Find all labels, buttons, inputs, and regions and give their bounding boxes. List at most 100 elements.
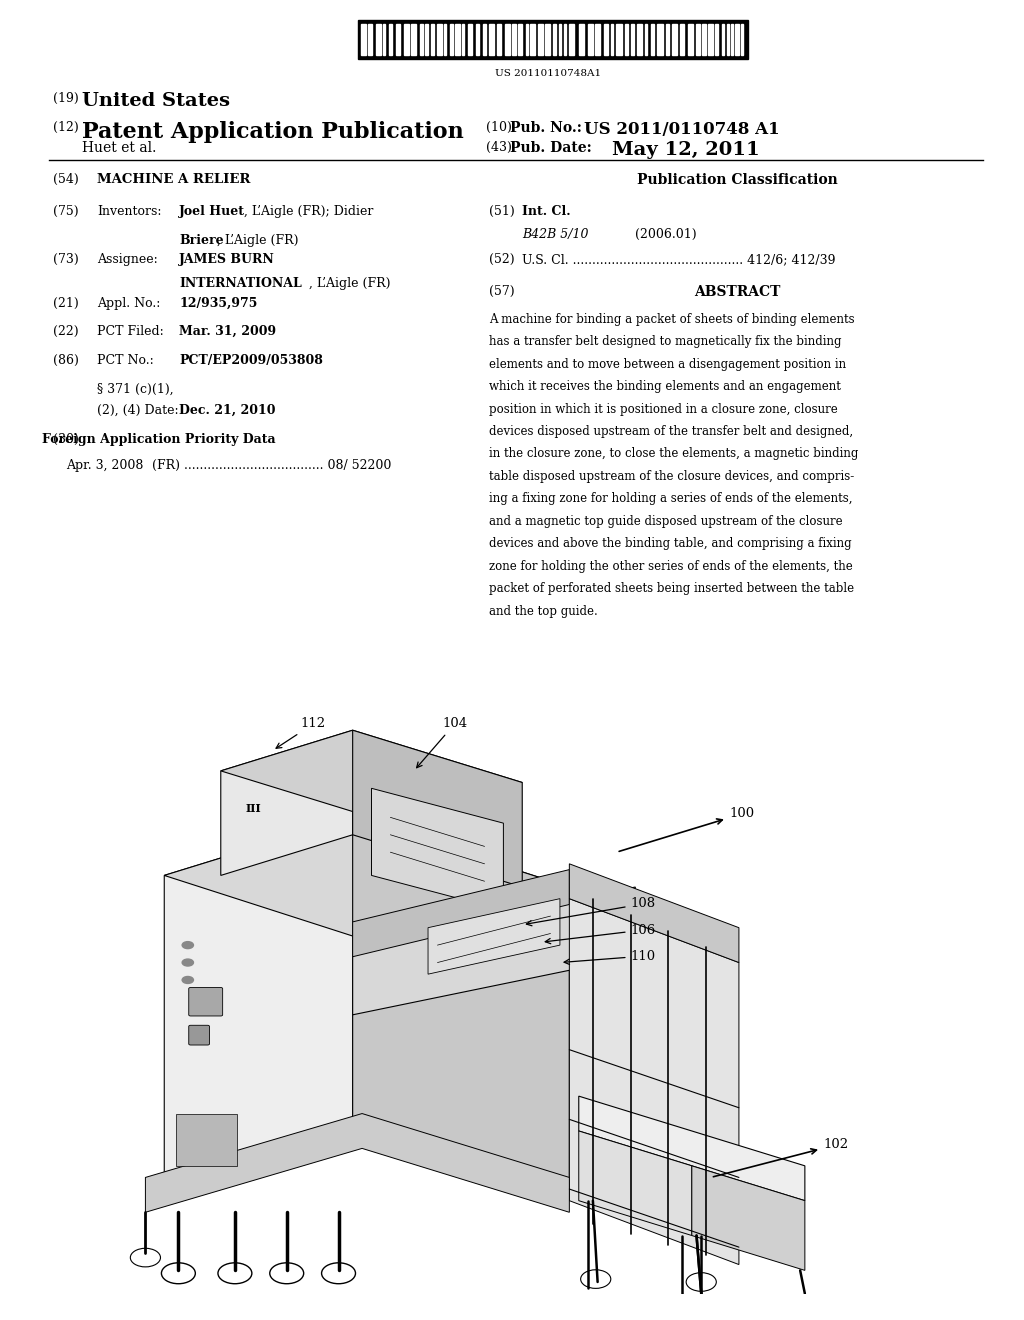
Text: and the top guide.: and the top guide. bbox=[489, 605, 598, 618]
Text: zone for holding the other series of ends of the elements, the: zone for holding the other series of end… bbox=[489, 560, 853, 573]
Text: INTERNATIONAL: INTERNATIONAL bbox=[179, 277, 302, 290]
Text: Assignee:: Assignee: bbox=[97, 253, 158, 267]
Bar bbox=[604, 24, 608, 55]
Text: United States: United States bbox=[82, 92, 230, 111]
Bar bbox=[657, 24, 663, 55]
Bar bbox=[559, 24, 561, 55]
Text: packet of perforated sheets being inserted between the table: packet of perforated sheets being insert… bbox=[489, 582, 855, 595]
Text: (54): (54) bbox=[53, 173, 79, 186]
Bar bbox=[631, 24, 634, 55]
Text: US 2011/0110748 A1: US 2011/0110748 A1 bbox=[584, 121, 779, 139]
Text: table disposed upstream of the closure devices, and compris-: table disposed upstream of the closure d… bbox=[489, 470, 855, 483]
Bar bbox=[702, 24, 706, 55]
Text: Patent Application Publication: Patent Application Publication bbox=[82, 121, 464, 144]
Polygon shape bbox=[692, 1166, 805, 1270]
Bar bbox=[450, 24, 453, 55]
Text: A machine for binding a packet of sheets of binding elements: A machine for binding a packet of sheets… bbox=[489, 313, 855, 326]
Bar bbox=[468, 24, 472, 55]
Text: 112: 112 bbox=[276, 717, 326, 748]
Text: Inventors:: Inventors: bbox=[97, 205, 162, 218]
Text: Mar. 31, 2009: Mar. 31, 2009 bbox=[179, 325, 276, 338]
Bar bbox=[741, 24, 743, 55]
Text: § 371 (c)(1),: § 371 (c)(1), bbox=[97, 383, 174, 396]
Bar bbox=[696, 24, 700, 55]
Text: (30): (30) bbox=[53, 433, 79, 446]
Bar bbox=[462, 24, 464, 55]
Bar bbox=[361, 24, 366, 55]
Bar bbox=[564, 24, 566, 55]
Bar bbox=[420, 24, 423, 55]
Bar bbox=[396, 24, 400, 55]
Text: U.S. Cl. ............................................ 412/6; 412/39: U.S. Cl. ...............................… bbox=[522, 253, 836, 267]
Text: 104: 104 bbox=[417, 717, 467, 768]
Polygon shape bbox=[164, 817, 352, 1189]
Bar bbox=[625, 24, 628, 55]
Bar bbox=[731, 24, 733, 55]
Bar bbox=[666, 24, 669, 55]
Bar bbox=[518, 24, 522, 55]
Bar bbox=[368, 24, 372, 55]
Bar bbox=[175, 1114, 237, 1166]
Bar bbox=[651, 24, 654, 55]
Bar bbox=[588, 24, 593, 55]
Bar bbox=[489, 24, 494, 55]
Text: Dec. 21, 2010: Dec. 21, 2010 bbox=[179, 404, 275, 417]
Circle shape bbox=[182, 960, 194, 966]
Text: JAMES BURN: JAMES BURN bbox=[179, 253, 275, 267]
Text: devices disposed upstream of the transfer belt and designed,: devices disposed upstream of the transfe… bbox=[489, 425, 854, 438]
Bar bbox=[404, 24, 409, 55]
Bar bbox=[476, 24, 479, 55]
Text: (FR) .................................... 08/ 52200: (FR) ...................................… bbox=[152, 459, 391, 473]
Text: (51): (51) bbox=[489, 205, 515, 218]
Polygon shape bbox=[352, 887, 635, 1015]
Text: (2006.01): (2006.01) bbox=[635, 228, 696, 242]
Bar bbox=[680, 24, 684, 55]
Bar bbox=[389, 24, 392, 55]
Bar bbox=[538, 24, 543, 55]
Text: ing a fixing zone for holding a series of ends of the elements,: ing a fixing zone for holding a series o… bbox=[489, 492, 853, 506]
Text: (10): (10) bbox=[486, 121, 512, 135]
Text: elements and to move between a disengagement position in: elements and to move between a disengage… bbox=[489, 358, 847, 371]
Bar bbox=[358, 20, 748, 59]
Text: PCT Filed:: PCT Filed: bbox=[97, 325, 164, 338]
Text: B42B 5/10: B42B 5/10 bbox=[522, 228, 589, 242]
Text: ABSTRACT: ABSTRACT bbox=[694, 285, 780, 300]
Text: (19): (19) bbox=[53, 92, 79, 106]
Bar bbox=[569, 24, 574, 55]
Polygon shape bbox=[428, 899, 560, 974]
Text: Briere: Briere bbox=[179, 234, 224, 247]
Text: 102: 102 bbox=[714, 1138, 849, 1176]
Text: (73): (73) bbox=[53, 253, 79, 267]
Text: 110: 110 bbox=[564, 949, 655, 965]
Text: (43): (43) bbox=[486, 141, 512, 154]
Text: 100: 100 bbox=[620, 808, 755, 851]
Text: position in which it is positioned in a closure zone, closure: position in which it is positioned in a … bbox=[489, 403, 839, 416]
Text: has a transfer belt designed to magnetically fix the binding: has a transfer belt designed to magnetic… bbox=[489, 335, 842, 348]
Text: Apr. 3, 2008: Apr. 3, 2008 bbox=[67, 459, 144, 473]
Bar bbox=[735, 24, 739, 55]
FancyBboxPatch shape bbox=[188, 1026, 210, 1045]
Polygon shape bbox=[145, 1114, 569, 1212]
Text: Pub. No.:: Pub. No.: bbox=[510, 121, 582, 136]
Bar bbox=[455, 24, 460, 55]
Bar bbox=[530, 24, 535, 55]
Bar bbox=[376, 24, 381, 55]
Bar bbox=[688, 24, 693, 55]
Circle shape bbox=[182, 941, 194, 949]
Text: (86): (86) bbox=[53, 354, 79, 367]
Text: 12/935,975: 12/935,975 bbox=[179, 297, 258, 310]
Bar bbox=[553, 24, 556, 55]
Bar bbox=[727, 24, 729, 55]
Bar bbox=[444, 24, 446, 55]
Text: (22): (22) bbox=[53, 325, 79, 338]
Text: , L’Aigle (FR): , L’Aigle (FR) bbox=[217, 234, 299, 247]
Text: May 12, 2011: May 12, 2011 bbox=[612, 141, 760, 160]
Polygon shape bbox=[579, 1096, 805, 1201]
Polygon shape bbox=[352, 817, 569, 1201]
Text: PCT No.:: PCT No.: bbox=[97, 354, 154, 367]
Bar bbox=[383, 24, 385, 55]
Text: , L’Aigle (FR); Didier: , L’Aigle (FR); Didier bbox=[244, 205, 373, 218]
Text: US 20110110748A1: US 20110110748A1 bbox=[495, 69, 601, 78]
Text: devices and above the binding table, and comprising a fixing: devices and above the binding table, and… bbox=[489, 537, 852, 550]
Text: 108: 108 bbox=[526, 898, 655, 925]
